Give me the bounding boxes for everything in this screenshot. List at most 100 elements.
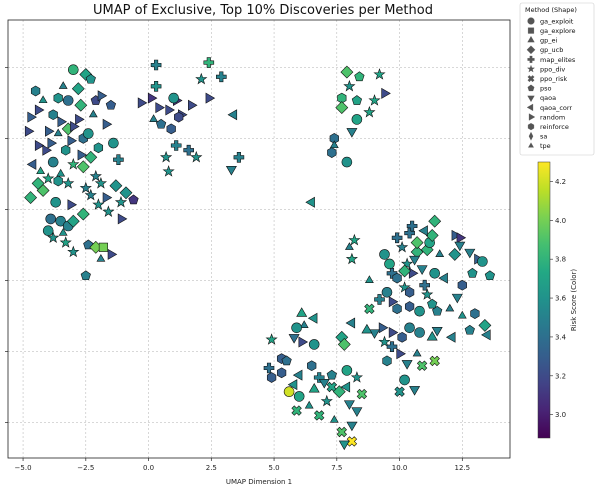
data-point-ppo-risk	[346, 436, 358, 447]
data-point-reinforce	[276, 367, 287, 379]
data-point-random	[47, 137, 58, 149]
legend-label: ppo_div	[540, 65, 565, 73]
data-point-gp-ucb	[74, 98, 88, 112]
data-point-map-elites	[404, 227, 415, 239]
data-point-tpe	[38, 95, 48, 104]
data-point-gp-ei	[308, 382, 320, 393]
data-point-random	[102, 118, 113, 130]
data-point-random	[42, 144, 52, 156]
data-point-random	[107, 248, 118, 260]
plot-frame	[7, 19, 511, 459]
data-point-ppo-div	[67, 158, 80, 170]
data-point-reinforce	[30, 85, 41, 97]
data-point-random	[57, 116, 68, 128]
data-point-map-elites	[150, 59, 162, 71]
data-point-ga-exploit	[291, 322, 302, 334]
data-point-ppo-div	[265, 333, 278, 345]
data-point-gp-ei	[361, 323, 373, 334]
data-point-gp-ucb	[428, 214, 442, 228]
colorbar-ticks: 3.0 3.2 3.4 3.6 3.8 4.0 4.2	[550, 178, 567, 419]
data-point-qaoa	[454, 241, 466, 252]
data-point-qaoa	[318, 379, 330, 389]
data-point-gp-ucb	[76, 160, 90, 174]
data-point-gp-ucb	[478, 318, 492, 332]
legend-marker-random	[528, 113, 536, 121]
data-point-ga-exploit	[42, 225, 54, 236]
data-point-tpe	[299, 320, 309, 328]
data-point-pso	[85, 73, 96, 84]
data-point-random	[155, 102, 165, 114]
data-point-qaoa	[346, 421, 358, 432]
legend-label: gp_ucb	[540, 46, 563, 54]
legend-label: random	[540, 113, 565, 121]
data-point-ppo-div	[320, 394, 333, 407]
legend-marker-tpe	[528, 142, 534, 148]
data-point-ga-exploit	[308, 339, 320, 350]
data-point-random	[396, 348, 406, 360]
data-point-tpe	[435, 249, 445, 257]
legend-marker-qaoa-corr	[526, 103, 534, 112]
data-point-ppo-div	[89, 169, 102, 182]
data-point-ppo-div	[94, 177, 107, 189]
data-point-ppo-div	[79, 181, 92, 194]
data-point-qaoa-corr	[345, 317, 356, 329]
data-point-gp-ucb	[340, 65, 354, 79]
legend-label: qaoa_corr	[540, 104, 572, 112]
data-point-map-elites	[216, 71, 227, 83]
data-point-ppo-div	[343, 79, 356, 92]
data-point-ppo-div	[396, 240, 409, 253]
data-point-gp-ei	[296, 307, 308, 317]
data-point-ga-exploit	[168, 92, 179, 104]
data-point-map-elites	[386, 341, 398, 353]
legend-label: sa	[540, 133, 547, 141]
data-point-reinforce	[404, 301, 415, 312]
data-point-ppo-div	[42, 172, 55, 184]
legend-marker-ppo-risk	[527, 75, 535, 83]
data-point-map-elites	[391, 232, 403, 244]
data-point-qaoa-corr	[481, 329, 491, 341]
colorbar-tick-label: 3.0	[555, 411, 566, 419]
data-point-random	[45, 125, 55, 137]
data-point-map-elites	[419, 279, 431, 291]
legend-label: pso	[540, 85, 552, 93]
legend-label: ga_explore	[540, 27, 576, 35]
data-point-ppo-div	[368, 94, 381, 106]
data-point-tpe	[58, 81, 68, 89]
data-point-qaoa	[338, 440, 350, 451]
point-layer	[24, 57, 496, 451]
data-point-tpe	[88, 109, 98, 118]
data-point-random	[24, 125, 35, 137]
data-point-ga-exploit	[384, 258, 395, 270]
x-tick-label: 7.5	[331, 464, 342, 472]
data-point-ppo-div	[378, 335, 391, 348]
data-point-ppo-div	[348, 233, 361, 246]
data-point-gp-ucb	[410, 236, 424, 250]
data-point-map-elites	[233, 152, 245, 163]
data-point-qaoa-corr	[340, 381, 351, 393]
data-point-tpe	[364, 275, 374, 283]
data-point-ga-exploit	[351, 114, 363, 125]
data-point-ga-exploit	[399, 374, 410, 386]
x-tick-label: 5.0	[268, 464, 279, 472]
data-point-qaoa	[409, 386, 421, 396]
data-point-gp-ucb	[24, 191, 38, 205]
data-point-gp-ucb	[109, 179, 123, 193]
data-point-random	[147, 92, 158, 104]
x-tick-label: 2.5	[206, 464, 217, 472]
data-point-ppo-div	[114, 195, 128, 208]
data-point-random	[456, 232, 467, 244]
data-point-ppo-div	[160, 150, 173, 163]
x-axis-label: UMAP Dimension 1	[226, 478, 292, 486]
colorbar-tick-label: 3.4	[555, 333, 567, 341]
data-point-ppo-risk	[314, 410, 325, 421]
data-point-qaoa-corr	[287, 379, 298, 391]
data-point-gp-ucb	[76, 207, 90, 221]
data-point-random	[188, 99, 198, 111]
data-point-qaoa	[401, 360, 413, 370]
data-point-gp-ucb	[36, 184, 50, 197]
data-point-map-elites	[263, 362, 275, 374]
data-point-ppo-div	[92, 198, 105, 210]
data-point-ppo-div	[401, 257, 414, 270]
data-point-qaoa-corr	[445, 331, 456, 343]
data-point-pso	[432, 305, 443, 316]
